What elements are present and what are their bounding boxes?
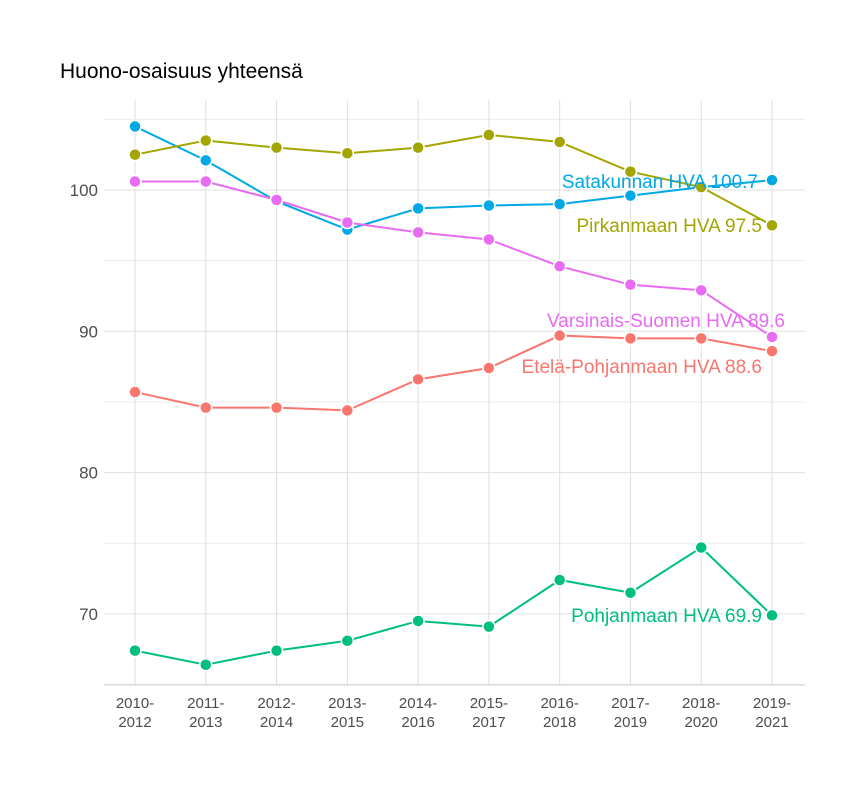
x-tick-label: 2016: [401, 714, 434, 731]
series-varsinais-suomen-hva: [128, 174, 779, 344]
data-point: [128, 119, 142, 134]
data-point: [694, 331, 708, 346]
data-point: [552, 197, 567, 211]
x-tick-label: 2014: [260, 714, 293, 731]
data-point: [128, 147, 142, 162]
data-point: [765, 344, 779, 358]
data-point: [765, 330, 779, 344]
data-point: [765, 218, 779, 233]
data-point: [199, 174, 213, 189]
data-point: [199, 658, 213, 672]
data-point: [199, 133, 213, 148]
data-point: [552, 259, 567, 274]
series-line: [134, 133, 773, 227]
data-point: [411, 140, 425, 155]
y-tick-label: 100: [70, 181, 98, 200]
x-tick-label: 2015: [331, 714, 364, 731]
data-point: [128, 174, 142, 189]
data-point: [269, 140, 284, 155]
chart-title: Huono-osaisuus yhteensä: [60, 60, 303, 83]
data-point: [340, 403, 355, 418]
data-point: [199, 153, 213, 168]
x-tick-label: 2014-: [399, 695, 437, 712]
x-tick-label: 2018-: [682, 695, 720, 712]
x-tick-label: 2019-: [753, 695, 791, 712]
data-point: [694, 540, 708, 555]
data-point: [340, 633, 355, 648]
data-point: [623, 585, 638, 600]
data-point: [411, 614, 425, 628]
data-point: [411, 225, 425, 240]
data-point: [552, 573, 567, 587]
series-etelä-pohjanmaan-hva: [128, 328, 779, 418]
series-labels: Satakunnan HVA 100.7 Pirkanmaan HVA 97.5 V…: [522, 172, 785, 627]
series-layer: [128, 119, 779, 672]
data-point: [340, 146, 355, 161]
data-point: [411, 201, 425, 216]
x-tick-label: 2019: [614, 714, 647, 731]
series-end-label: Varsinais-Suomen HVA 89.6: [547, 311, 785, 332]
x-tick-label: 2013: [189, 714, 222, 731]
series-end-label: Pirkanmaan HVA 97.5: [576, 216, 762, 237]
x-tick-label: 2018: [543, 714, 576, 731]
data-point: [128, 643, 142, 658]
data-point: [482, 361, 496, 375]
data-point: [552, 328, 567, 343]
series-line: [134, 334, 773, 412]
data-point: [623, 164, 638, 179]
x-tick-label: 2021: [755, 714, 788, 731]
x-tick-label: 2015-: [470, 695, 508, 712]
data-point: [340, 215, 355, 230]
axes: 2010- 2012 2011- 2013 2012- 2014 2013- 2015 2014…: [70, 181, 805, 731]
data-point: [765, 173, 779, 187]
data-point: [623, 331, 638, 346]
series-line: [134, 125, 773, 231]
data-point: [765, 608, 779, 623]
data-point: [552, 135, 567, 149]
data-point: [694, 180, 708, 194]
x-tick-label: 2011-: [187, 695, 224, 712]
series-pohjanmaan-hva: [128, 540, 779, 672]
x-tick-label: 2017-: [611, 695, 649, 712]
data-point: [128, 385, 142, 399]
x-tick-label: 2017: [472, 714, 505, 731]
data-point: [269, 400, 284, 415]
data-point: [694, 283, 708, 298]
data-point: [623, 277, 638, 292]
data-point: [411, 372, 425, 387]
x-tick-label: 2020: [685, 714, 718, 731]
x-tick-label: 2012: [118, 714, 151, 731]
data-point: [482, 128, 496, 142]
data-point: [482, 619, 496, 634]
y-tick-label: 90: [79, 322, 98, 341]
series-line: [135, 180, 773, 338]
x-tick-label: 2013-: [328, 695, 366, 712]
x-tick-label: 2010-: [116, 695, 154, 712]
data-point: [269, 643, 284, 658]
x-tick-label: 2016-: [540, 695, 578, 712]
series-line: [134, 546, 773, 666]
y-tick-label: 80: [79, 464, 98, 483]
data-point: [482, 198, 496, 213]
data-point: [269, 193, 284, 207]
series-pirkanmaan-hva: [128, 128, 779, 233]
y-tick-label: 70: [79, 605, 98, 624]
series-end-label: Satakunnan HVA 100.7: [562, 172, 758, 193]
series-end-label: Etelä-Pohjanmaan HVA 88.6: [522, 357, 762, 378]
data-point: [482, 232, 496, 247]
data-point: [623, 188, 638, 203]
x-tick-label: 2012-: [257, 695, 295, 712]
data-point: [199, 400, 213, 415]
series-end-label: Pohjanmaan HVA 69.9: [571, 606, 762, 627]
